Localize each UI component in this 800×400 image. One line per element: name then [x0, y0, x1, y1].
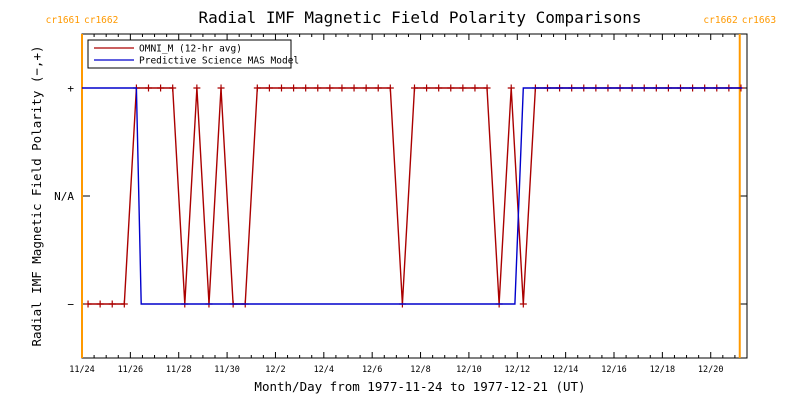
omni-data-point — [374, 84, 382, 92]
omni-data-point — [362, 84, 370, 92]
omni-series-line — [88, 87, 741, 305]
x-tick-label: 12/6 — [362, 365, 382, 375]
omni-data-point — [326, 84, 334, 92]
y-tick-label: + — [67, 82, 74, 95]
omni-data-point — [386, 84, 394, 92]
x-tick-label: 11/28 — [166, 365, 192, 375]
y-tick-label: N/A — [54, 190, 74, 203]
omni-data-point — [278, 84, 285, 92]
omni-data-point — [459, 84, 467, 92]
omni-data-point — [157, 84, 165, 92]
x-tick-label: 12/14 — [553, 365, 579, 375]
omni-data-point — [447, 84, 455, 92]
omni-data-point — [471, 84, 479, 92]
omni-data-point — [507, 84, 515, 92]
x-tick-label: 12/16 — [601, 365, 627, 375]
legend-box — [87, 39, 292, 69]
x-tick-label: 12/20 — [698, 365, 724, 375]
omni-data-point — [290, 84, 298, 92]
carrington-label-left: cr1662 — [703, 15, 737, 26]
omni-data-point — [423, 84, 431, 92]
carrington-label-left: cr1661 — [46, 15, 81, 26]
legend: OMNI_M (12-hr avg) Predictive Science MA… — [87, 39, 299, 69]
chart-title: Radial IMF Magnetic Field Polarity Compa… — [198, 8, 641, 27]
x-tick-label: 12/12 — [504, 365, 530, 375]
x-tick-label: 12/4 — [314, 365, 334, 375]
x-tick-label: 11/26 — [118, 365, 144, 375]
omni-data-point — [145, 84, 152, 92]
omni-data-point — [120, 300, 128, 308]
x-tick-label: 11/24 — [69, 365, 95, 375]
omni-data-point — [302, 84, 310, 92]
x-tick-label: 12/2 — [265, 365, 285, 375]
omni-data-point — [108, 300, 116, 308]
x-tick-label: 12/18 — [650, 365, 676, 375]
x-tick-label: 11/30 — [214, 365, 240, 375]
omni-data-point — [265, 84, 273, 92]
omni-data-point — [338, 84, 346, 92]
legend-label-mas: Predictive Science MAS Model — [139, 56, 299, 67]
carrington-label-right: cr1662 — [84, 15, 118, 26]
omni-data-point — [193, 84, 201, 92]
x-axis-label: Month/Day from 1977-11-24 to 1977-12-21 … — [254, 379, 585, 394]
omni-data-point — [314, 84, 322, 92]
omni-data-point — [96, 300, 104, 308]
plot-frame — [81, 33, 748, 359]
omni-data-point — [253, 84, 261, 92]
omni-data-point — [350, 84, 358, 92]
x-tick-label: 12/10 — [456, 365, 482, 375]
legend-label-omni: OMNI_M (12-hr avg) — [139, 44, 242, 55]
omni-data-point — [411, 84, 418, 92]
carrington-label-right: cr1663 — [742, 15, 776, 26]
mas-series-line — [82, 87, 743, 305]
omni-data-point — [169, 84, 177, 92]
omni-data-point — [84, 300, 92, 308]
y-axis-label: Radial IMF Magnetic Field Polarity (−,+) — [29, 45, 44, 346]
omni-data-point — [217, 84, 225, 92]
omni-data-point — [435, 84, 443, 92]
x-tick-label: 12/8 — [410, 365, 430, 375]
omni-data-point — [519, 300, 527, 308]
y-tick-label: − — [67, 298, 74, 311]
omni-data-point — [483, 84, 491, 92]
